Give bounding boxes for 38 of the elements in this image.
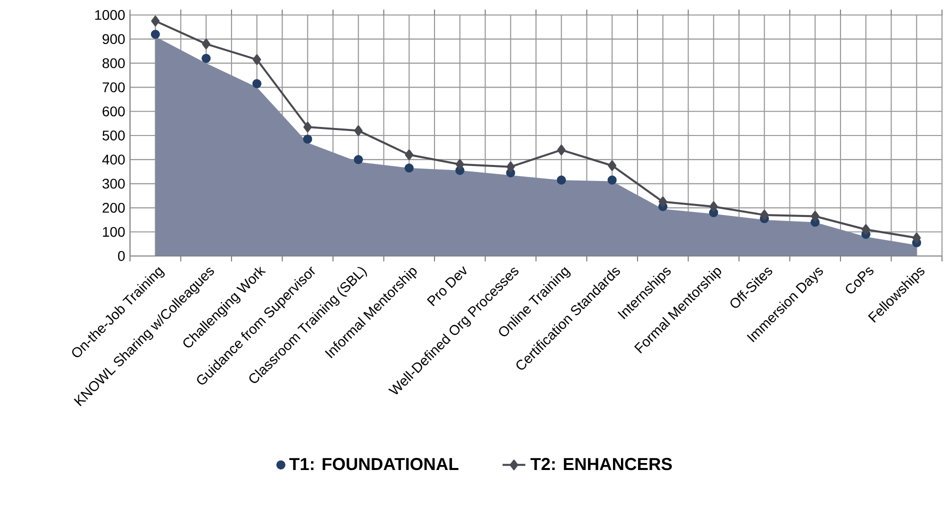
point — [608, 176, 617, 185]
point — [608, 160, 616, 171]
point — [151, 16, 160, 26]
point — [150, 30, 160, 39]
point — [252, 54, 262, 65]
point — [658, 196, 668, 208]
point — [202, 38, 210, 50]
y-tick-label: 400 — [102, 154, 125, 165]
legend-label: T2: ENHANCERS — [530, 458, 672, 470]
point — [912, 232, 921, 244]
x-tick-label: Pro Dev — [426, 266, 467, 306]
point — [303, 122, 312, 132]
y-tick-label: 600 — [102, 106, 125, 116]
y-tick-label: 800 — [102, 58, 125, 68]
legend-label: T1: FOUNDATIONAL — [289, 458, 458, 470]
point — [354, 125, 363, 136]
point — [810, 210, 820, 222]
point — [760, 210, 769, 220]
point — [709, 201, 718, 212]
point — [862, 224, 870, 235]
y-tick-label: 1000 — [95, 10, 125, 20]
y-tick-label: 100 — [103, 226, 125, 237]
point — [557, 144, 566, 156]
point — [506, 162, 515, 172]
point — [556, 176, 566, 185]
y-tick-label: 900 — [102, 34, 125, 44]
point — [303, 134, 312, 144]
point — [202, 54, 211, 63]
y-tick-label: 300 — [102, 178, 125, 189]
y-tick-label: 500 — [102, 130, 125, 140]
point — [404, 163, 414, 173]
point — [404, 150, 414, 160]
point — [354, 155, 363, 164]
y-tick-label: 0 — [118, 251, 125, 261]
point — [456, 159, 464, 170]
y-tick-label: 700 — [102, 82, 125, 92]
y-tick-label: 200 — [102, 202, 125, 213]
point — [252, 79, 262, 88]
